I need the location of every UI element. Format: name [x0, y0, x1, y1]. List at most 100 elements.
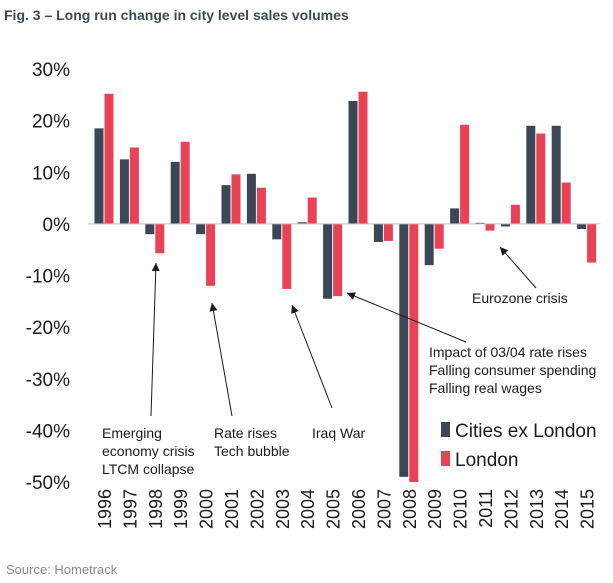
x-axis-ticks: 1996 1997 1998 1999 2000 2001 2002 2003 2004 2005… — [95, 489, 598, 529]
annotation-line: Tech bubble — [214, 443, 290, 459]
annotation-line: economy crisis — [102, 443, 195, 459]
x-tick-label: 1998 — [146, 489, 166, 529]
bar-london-1998 — [155, 223, 165, 254]
y-tick-label: -50% — [26, 473, 70, 494]
legend-label: London — [455, 450, 518, 471]
bar-london-1997 — [129, 147, 139, 224]
y-tick-label: -40% — [26, 421, 70, 442]
x-tick-label: 2013 — [527, 489, 547, 529]
arrow-impact — [346, 292, 467, 343]
arrow-emerging — [150, 262, 160, 417]
bar-cities-ex-london-2001 — [221, 185, 231, 224]
legend-swatch — [441, 451, 450, 466]
annotation-impact: Impact of 03/04 rate rises Falling consum… — [429, 344, 596, 396]
figure-title: Fig. 3 – Long run change in city level s… — [4, 7, 349, 23]
y-tick-label: 0% — [43, 215, 71, 236]
annotation-eurozone: Eurozone crisis — [472, 290, 568, 306]
legend: Cities ex London London — [441, 421, 597, 471]
annotation-line: Emerging — [102, 425, 162, 441]
x-tick-label: 1999 — [171, 489, 191, 529]
bar-cities-ex-london-2003 — [272, 223, 282, 240]
x-tick-label: 2004 — [298, 489, 318, 529]
bar-cities-ex-london-1998 — [145, 223, 155, 235]
bar-london-2005 — [333, 223, 343, 297]
bar-london-2009 — [434, 223, 444, 249]
bar-cities-ex-london-2010 — [450, 208, 460, 224]
annotation-line: Falling real wages — [429, 380, 542, 396]
arrow-rate-rises — [209, 302, 233, 417]
x-tick-label: 2008 — [400, 489, 420, 529]
bar-london-2011 — [485, 223, 495, 231]
x-tick-label: 2010 — [451, 489, 471, 529]
bar-london-2013 — [536, 133, 546, 224]
annotation-line: Impact of 03/04 rate rises — [429, 344, 587, 360]
legend-swatch — [441, 422, 450, 437]
y-tick-label: 10% — [32, 163, 70, 184]
bar-london-2003 — [282, 223, 292, 289]
bar-cities-ex-london-2009 — [424, 223, 434, 266]
bar-london-1999 — [180, 141, 190, 224]
bar-cities-ex-london-2006 — [348, 101, 358, 224]
bar-london-2001 — [231, 174, 241, 224]
bar-london-2007 — [383, 223, 393, 241]
bar-london-2010 — [460, 124, 470, 224]
y-axis-ticks: 30% 20% 10% 0% -10% -20% -30% -40% -50% — [26, 60, 70, 494]
annotation-line: Eurozone crisis — [472, 290, 568, 306]
bar-london-2008 — [409, 223, 419, 482]
bar-cities-ex-london-2008 — [399, 223, 409, 477]
annotation-iraq: Iraq War — [312, 425, 365, 441]
x-tick-label: 2005 — [324, 489, 344, 529]
annotation-line: Iraq War — [312, 425, 365, 441]
bar-cities-ex-london-2015 — [577, 223, 587, 230]
bar-cities-ex-london-2004 — [297, 222, 307, 224]
y-tick-label: -30% — [26, 370, 70, 391]
y-tick-label: 20% — [32, 112, 70, 133]
x-tick-label: 2014 — [552, 489, 572, 529]
bar-cities-ex-london-2002 — [246, 173, 256, 224]
x-tick-label: 2011 — [476, 489, 496, 528]
bar-cities-ex-london-1997 — [119, 159, 129, 224]
arrow-iraq — [291, 304, 333, 409]
bar-cities-ex-london-2005 — [323, 223, 333, 299]
bar-cities-ex-london-2007 — [373, 223, 383, 242]
bar-cities-ex-london-2012 — [500, 223, 510, 227]
x-tick-label: 2006 — [349, 489, 369, 529]
bar-cities-ex-london-2011 — [475, 222, 485, 224]
bar-london-2004 — [307, 197, 317, 224]
bars — [94, 91, 597, 482]
legend-label: Cities ex London — [455, 421, 597, 442]
y-tick-label: 30% — [32, 60, 70, 81]
x-tick-label: 2007 — [374, 489, 394, 529]
annotation-emerging: Emerging economy crisis LTCM collapse — [102, 425, 195, 477]
annotations: Emerging economy crisis LTCM collapse Rate … — [102, 246, 596, 477]
annotation-rate-rises: Rate rises Tech bubble — [214, 425, 290, 459]
bar-cities-ex-london-2000 — [196, 223, 206, 235]
y-tick-label: -10% — [26, 267, 70, 288]
x-tick-label: 2001 — [222, 489, 242, 529]
annotation-line: Rate rises — [214, 425, 277, 441]
annotation-line: Falling consumer spending — [429, 362, 596, 378]
y-tick-label: -20% — [26, 318, 70, 339]
bar-cities-ex-london-1999 — [170, 161, 180, 224]
x-tick-label: 2012 — [501, 489, 521, 529]
annotation-line: LTCM collapse — [102, 461, 195, 477]
x-tick-label: 2003 — [273, 489, 293, 529]
bar-london-2012 — [510, 204, 520, 224]
x-tick-label: 2000 — [197, 489, 217, 529]
arrow-eurozone — [499, 246, 537, 289]
bar-london-2002 — [256, 187, 266, 224]
bar-london-2006 — [358, 91, 368, 224]
x-tick-label: 1997 — [120, 489, 140, 529]
x-tick-label: 2015 — [578, 489, 598, 529]
bar-cities-ex-london-2013 — [526, 125, 536, 224]
bar-london-2015 — [587, 223, 597, 263]
bar-cities-ex-london-1996 — [94, 128, 104, 224]
bar-cities-ex-london-2014 — [551, 125, 561, 224]
x-tick-label: 2002 — [247, 489, 267, 529]
bar-london-2000 — [206, 223, 216, 286]
bar-london-2014 — [561, 182, 571, 224]
bar-london-1996 — [104, 93, 114, 224]
source-note: Source: Hometrack — [6, 562, 118, 577]
x-tick-label: 2009 — [425, 489, 445, 529]
